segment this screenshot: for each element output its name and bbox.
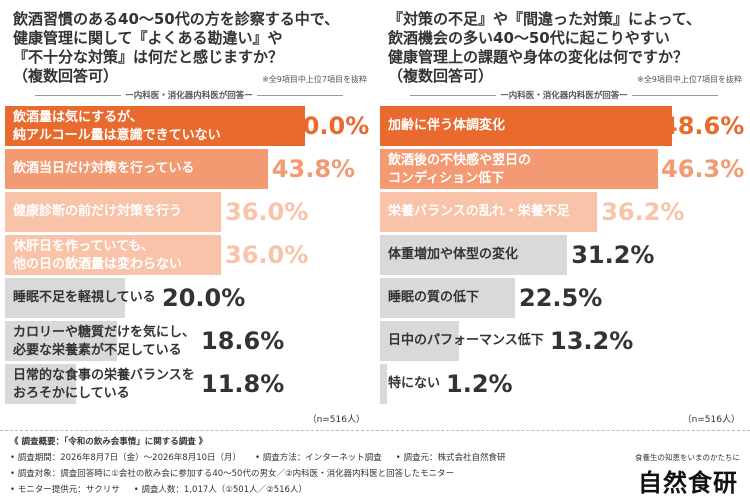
bar-label: 睡眠の質の低下 — [388, 290, 480, 305]
bar-label: 特にない — [388, 376, 441, 391]
bar — [5, 278, 125, 318]
bar — [380, 149, 658, 189]
bar — [5, 321, 117, 361]
bar-label: カロリーや糖質だけを気にし、 — [13, 325, 196, 340]
sample-size: （n=516人） — [682, 415, 740, 425]
source-label: ー内科医・消化器内科医が回答ー — [5, 89, 373, 101]
bar-label: 加齢に伴う体調変化 — [388, 118, 506, 133]
bar — [380, 278, 515, 318]
value-label: 36.0% — [225, 198, 309, 226]
bar-label: 飲酒後の不快感や翌日の — [388, 153, 532, 168]
question-line: 『対策の不足』や『間違った対策』によって、 — [388, 10, 702, 28]
survey-line: • モニター提供元：サクリサ • 調査人数：1,017人（①501人／②516人） — [10, 485, 307, 495]
right-panel: 『対策の不足』や『間違った対策』によって、 飲酒機会の多い40～50代に起こりや… — [380, 6, 748, 426]
note: ※全9項目中上位7項目を抜粋 — [637, 75, 742, 84]
value-label: 11.8% — [201, 370, 285, 398]
bar — [5, 149, 268, 189]
value-label: 31.2% — [571, 241, 655, 269]
bar-label: 他の日の飲酒量は変わらない — [13, 257, 183, 272]
bar-label: 睡眠不足を軽視している — [13, 290, 156, 305]
value-label: 50.0% — [286, 112, 370, 140]
sample-size: （n=516人） — [307, 415, 365, 425]
bar — [5, 192, 221, 232]
value-label: 36.0% — [225, 241, 309, 269]
value-label: 1.2% — [446, 370, 513, 398]
value-label: 46.3% — [661, 155, 745, 183]
divider — [0, 430, 750, 431]
bar — [5, 106, 305, 146]
bar-label: 飲酒量は気にするが、 — [13, 110, 143, 125]
question-line: 『不十分な対策』は何だと感じますか？ — [13, 48, 284, 66]
bar-label: コンディション低下 — [388, 171, 505, 186]
bar — [5, 235, 221, 275]
value-label: 36.2% — [601, 198, 685, 226]
bar-label: 体重増加や体型の変化 — [388, 247, 519, 262]
left-panel: 飲酒習慣のある40～50代の方を診察する中で、 健康管理に関して『よくある勘違い… — [5, 6, 373, 426]
bar — [380, 235, 568, 275]
question-line: （複数回答可） — [13, 67, 119, 85]
survey-line: • 調査対象：調査回答時に①会社の飲み会に参加する40～50代の男女／②内科医・… — [10, 469, 455, 479]
note: ※全9項目中上位7項目を抜粋 — [262, 75, 367, 84]
bar — [380, 364, 388, 404]
bar — [380, 106, 672, 146]
bar-label: 純アルコール量は意識できていない — [13, 128, 221, 143]
bar-label: 栄養バランスの乱れ・栄養不足 — [388, 204, 570, 219]
question-line: （複数回答可） — [388, 67, 494, 85]
value-label: 20.0% — [162, 284, 246, 312]
bar-label: 日常的な食事の栄養バランスを — [13, 368, 195, 383]
question-line: 健康管理上の課題や身体の変化は何ですか？ — [388, 48, 689, 66]
bar-label: 必要な栄養素が不足している — [13, 343, 182, 358]
bar-label: 休肝日を作っていても、 — [13, 239, 154, 254]
logo-tagline: 食養生の知恵をいまのかたちに — [635, 453, 740, 462]
bar-label: 日中のパフォーマンス低下 — [388, 333, 544, 348]
value-label: 22.5% — [519, 284, 603, 312]
value-label: 18.6% — [201, 327, 285, 355]
value-label: 48.6% — [661, 112, 745, 140]
survey-title: 《 調査概要：「令和の飲み会事情」に関する調査 》 — [10, 437, 208, 447]
bar-label: おろそかにしている — [13, 386, 130, 401]
bar-label: 健康診断の前だけ対策を行う — [13, 204, 183, 219]
question-line: 飲酒機会の多い40～50代に起こりやすい — [388, 29, 670, 47]
bar — [5, 364, 76, 404]
bar — [380, 192, 598, 232]
question-line: 健康管理に関して『よくある勘違い』や — [13, 29, 283, 47]
question-line: 飲酒習慣のある40～50代の方を診察する中で、 — [13, 10, 340, 28]
bar-label: 飲酒当日だけ対策を行っている — [13, 161, 195, 176]
brand-logo: 自然食研 — [638, 468, 738, 497]
value-label: 43.8% — [271, 155, 356, 183]
bar — [380, 321, 460, 361]
value-label: 13.2% — [550, 327, 634, 355]
survey-line: • 調査期間：2026年8月7日（金）～2026年8月10日（月） • 調査方法：… — [10, 453, 506, 463]
source-label: ー内科医・消化器内科医が回答ー — [380, 89, 748, 101]
